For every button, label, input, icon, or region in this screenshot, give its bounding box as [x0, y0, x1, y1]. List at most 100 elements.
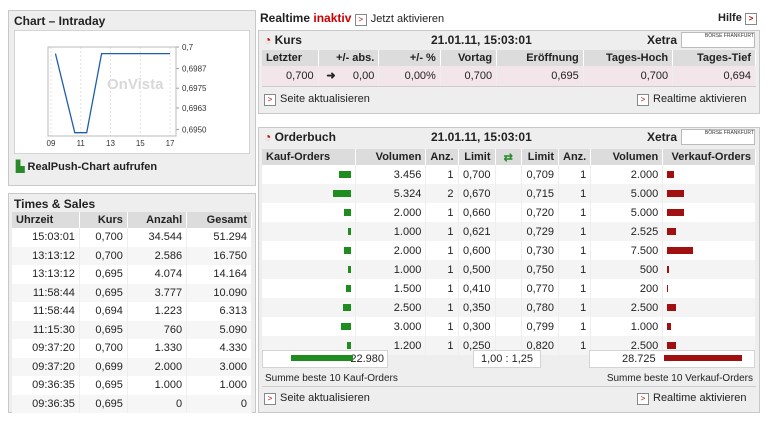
watermark: OnVista [107, 76, 164, 93]
intraday-panel: Chart – Intraday OnVista 09 11 13 15 17 0,7 0,6… [8, 10, 256, 186]
column-header: +/- % [378, 50, 441, 66]
icon-header: ⇄ [495, 149, 523, 165]
kurs-panel: ◔ Kurs 21.01.11, 15:03:01 Xetra BÖRSE FR… [258, 30, 760, 114]
cell: 2.500 [590, 298, 664, 317]
column-header: +/- abs. [318, 50, 380, 66]
cell: 2.000 [355, 241, 427, 260]
column-header: Gesamt [186, 212, 252, 228]
link-text[interactable]: Jetzt aktivieren [370, 13, 445, 25]
cell: 0,695 [79, 283, 128, 302]
cell: 13:13:12 [12, 246, 80, 265]
sell-bar [667, 284, 668, 292]
cell: 0,729 [521, 222, 559, 241]
link-text[interactable]: Realtime aktivieren [653, 93, 747, 105]
cell: 3.000 [186, 357, 252, 376]
cell: 0,350 [458, 298, 496, 317]
order-row: 1.000 1 0,621 0,729 1 2.525 [262, 222, 756, 241]
cell: 11:58:44 [12, 302, 80, 321]
buy-bar-cell [262, 184, 357, 203]
trade-row: 09:37:20 0,700 1.330 4.330 [12, 339, 252, 358]
buy-bar-cell [262, 203, 357, 222]
cell: 1 [425, 336, 459, 355]
cell: 5.000 [590, 203, 664, 222]
cell: 7.500 [590, 241, 664, 260]
cell: 5.000 [590, 184, 664, 203]
cell: 2.000 [590, 165, 664, 184]
sell-bar-cell [662, 184, 756, 203]
buy-bar [344, 246, 352, 254]
buy-bar-cell [262, 260, 357, 279]
link-text[interactable]: Seite aktualisieren [280, 93, 370, 105]
cell: 2.500 [355, 298, 427, 317]
buy-bar-cell [262, 317, 357, 336]
exchange: Xetra [647, 130, 678, 144]
sell-bar [667, 170, 675, 178]
link-text[interactable]: RealPush-Chart aufrufen [27, 161, 158, 173]
orderbook-table: Kauf-Orders Volumen Anz. Limit ⇄ Limit Anz. Vol… [262, 149, 756, 355]
sell-bar [667, 265, 669, 273]
exchange-logo: BÖRSE FRANKFURT [681, 129, 755, 145]
spacer [495, 298, 523, 317]
column-header: Eröffnung [496, 50, 584, 66]
times-sales-panel: Times & Sales Uhrzeit Kurs Anzahl Gesamt 15:… [8, 193, 256, 413]
refresh-link[interactable]: > Seite aktualisieren [264, 93, 370, 106]
cell: 0,700 [79, 246, 128, 265]
cell: 1.000 [590, 317, 664, 336]
cell: 11:58:44 [12, 283, 80, 302]
trade-row: 11:58:44 0,694 1.223 6.313 [12, 302, 252, 321]
sell-bar-cell [662, 298, 756, 317]
cell: 0,00% [378, 66, 441, 86]
column-header: Uhrzeit [12, 212, 80, 228]
link-text[interactable]: Seite aktualisieren [280, 392, 370, 404]
buy-bar-cell [262, 222, 357, 241]
cell: 1 [558, 336, 592, 355]
link-text[interactable]: Hilfe [718, 12, 742, 24]
link-text[interactable]: Realtime aktivieren [653, 392, 747, 404]
refresh-link[interactable]: > Seite aktualisieren [264, 392, 370, 405]
cell: 0,780 [521, 298, 559, 317]
cell: 11:15:30 [12, 320, 80, 339]
cell: 09:37:20 [12, 339, 80, 358]
x-tick-label: 15 [136, 139, 145, 148]
sell-bar-cell [662, 260, 756, 279]
realtime-link[interactable]: > Realtime aktivieren [637, 392, 747, 405]
sell-bar-cell [662, 317, 756, 336]
cell: 2.525 [590, 222, 664, 241]
y-tick-label: 0,7 [182, 43, 194, 52]
sell-bar-cell [662, 203, 756, 222]
realpush-link[interactable]: ▙ RealPush-Chart aufrufen [16, 161, 158, 173]
order-row: 1.000 1 0,500 0,750 1 500 [262, 260, 756, 279]
column-header: Letzter [262, 50, 319, 66]
realtime-link[interactable]: > Realtime aktivieren [637, 93, 747, 106]
column-header: Tages-Hoch [583, 50, 674, 66]
cell: 2.000 [355, 203, 427, 222]
cell: 1 [425, 165, 459, 184]
help-link[interactable]: Hilfe > [718, 12, 757, 25]
cell: 1.000 [355, 260, 427, 279]
caption: Summe beste 10 Verkauf-Orders [606, 373, 753, 384]
cell: 1 [425, 298, 459, 317]
cell: 5.324 [355, 184, 427, 203]
cell: 1 [558, 241, 592, 260]
quote-row: 0,700 ➜ 0,00 0,00% 0,700 0,695 0,700 0,694 [262, 66, 756, 86]
spacer [495, 222, 523, 241]
sell-bar [667, 208, 685, 216]
cell: 0,715 [521, 184, 559, 203]
cell: 1.000 [355, 222, 427, 241]
total-text: 28.725 [622, 353, 656, 365]
trade-row: 11:58:44 0,695 3.777 10.090 [12, 283, 252, 302]
column-header: Limit [521, 149, 559, 165]
cell: 0,750 [521, 260, 559, 279]
cell: 0,660 [458, 203, 496, 222]
y-tick-label: 0,6950 [182, 125, 207, 134]
panel-title: Chart – Intraday [14, 14, 106, 28]
trade-row: 09:36:35 0,695 0 0 [12, 394, 252, 413]
cell: 0,695 [496, 66, 584, 86]
spacer [495, 317, 523, 336]
activate-link[interactable]: > Jetzt aktivieren [354, 13, 445, 26]
buy-bar [342, 303, 352, 311]
buy-bar [339, 170, 352, 178]
cell: 0,600 [458, 241, 496, 260]
order-row: 2.500 1 0,350 0,780 1 2.500 [262, 298, 756, 317]
